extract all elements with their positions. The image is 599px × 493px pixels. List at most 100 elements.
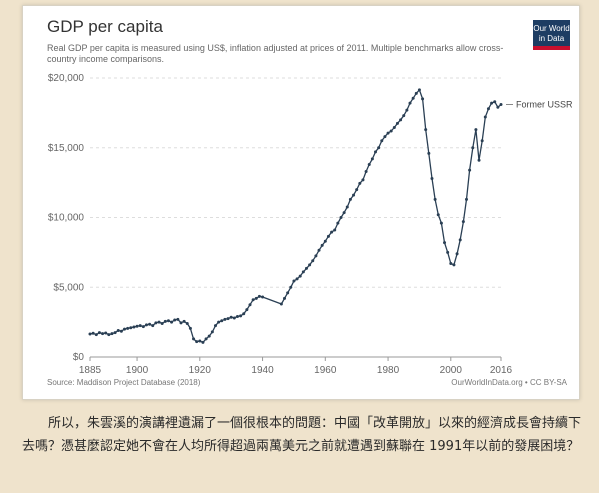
data-point — [433, 197, 437, 201]
x-tick-label: 1920 — [189, 365, 212, 376]
data-point — [486, 107, 490, 111]
data-point — [408, 101, 412, 105]
data-point — [352, 193, 356, 197]
data-point — [157, 320, 161, 324]
data-point — [358, 181, 362, 185]
data-point — [251, 298, 255, 302]
y-tick-label: $10,000 — [48, 213, 85, 224]
data-point — [154, 321, 158, 325]
data-point — [421, 97, 425, 101]
data-point — [355, 188, 359, 192]
data-point — [195, 340, 199, 344]
data-point — [464, 197, 468, 201]
data-point — [210, 330, 214, 334]
credit-link[interactable]: OurWorldInData.org • CC BY-SA — [451, 378, 567, 387]
data-point — [348, 197, 352, 201]
data-point — [148, 322, 152, 326]
y-tick-label: $5,000 — [53, 282, 84, 293]
data-point — [443, 241, 447, 245]
our-world-in-data-logo[interactable]: Our World in Data — [533, 20, 570, 50]
data-point — [138, 324, 142, 328]
data-point — [301, 270, 305, 274]
data-point — [405, 108, 409, 112]
data-point — [496, 105, 500, 109]
data-point — [163, 319, 167, 323]
data-point — [179, 321, 183, 325]
data-point — [383, 135, 387, 139]
data-point — [261, 295, 265, 299]
data-point — [317, 248, 321, 252]
data-point — [132, 325, 136, 329]
data-point — [326, 234, 330, 238]
data-point — [188, 326, 192, 330]
data-point — [477, 158, 481, 162]
x-tick-label: 1980 — [377, 365, 400, 376]
data-point — [414, 91, 418, 95]
data-point — [192, 337, 196, 341]
data-point — [97, 331, 101, 335]
data-point — [474, 128, 478, 132]
series-layer — [88, 88, 503, 344]
data-point — [468, 168, 472, 172]
x-tick-label: 1940 — [251, 365, 274, 376]
data-point — [493, 100, 497, 104]
data-point — [170, 320, 174, 324]
chart-subtitle: Real GDP per capita is measured using US… — [47, 43, 504, 64]
data-point — [458, 238, 462, 242]
data-point — [314, 254, 318, 258]
data-point — [135, 324, 139, 328]
data-point — [129, 326, 133, 330]
data-point — [439, 221, 443, 225]
data-point — [436, 213, 440, 217]
data-point — [141, 325, 145, 329]
x-tick-label: 1885 — [79, 365, 102, 376]
data-point — [182, 319, 186, 323]
data-point — [217, 320, 221, 324]
data-point — [339, 216, 343, 219]
data-point — [452, 263, 456, 267]
series-line — [89, 89, 502, 344]
data-point — [116, 328, 120, 332]
logo-line-1: Our World — [533, 24, 570, 33]
data-point — [160, 322, 164, 326]
data-point — [198, 339, 202, 343]
data-point — [330, 230, 334, 234]
data-point — [370, 157, 374, 161]
data-point — [101, 332, 105, 336]
x-tick-label: 1960 — [314, 365, 337, 376]
data-point — [286, 291, 290, 295]
data-point — [449, 262, 453, 266]
data-point — [94, 333, 98, 337]
data-point — [364, 169, 368, 173]
data-point — [239, 314, 243, 318]
data-point — [107, 333, 111, 337]
data-point — [88, 332, 92, 336]
chart-title: GDP per capita — [47, 17, 163, 36]
data-point — [151, 324, 155, 328]
x-tick-label: 2000 — [440, 365, 463, 376]
data-point — [223, 317, 227, 321]
data-point — [126, 326, 130, 330]
data-point — [104, 331, 108, 335]
y-tick-label: $0 — [73, 352, 85, 363]
data-point — [123, 327, 127, 331]
data-point — [411, 96, 415, 100]
logo-line-2: in Data — [538, 34, 565, 43]
source-note: Source: Maddison Project Database (2018) — [47, 378, 201, 387]
axes: $0 $5,000 $10,000 $15,000 $20,000 1885 1900 192… — [48, 73, 513, 376]
data-point — [402, 114, 406, 118]
data-point — [298, 274, 302, 278]
article-paragraph: 所以，朱雲溪的演講裡遺漏了一個很根本的問題：中國「改革開放」以來的經濟成長會持續… — [22, 416, 582, 454]
data-point — [417, 88, 421, 92]
data-point — [279, 302, 283, 306]
data-point — [361, 178, 365, 182]
data-point — [204, 337, 208, 341]
x-tick-label: 2016 — [490, 365, 513, 376]
data-point — [248, 303, 252, 307]
data-point — [91, 331, 95, 335]
data-point — [166, 319, 170, 323]
data-point — [232, 316, 236, 320]
data-point — [392, 126, 396, 130]
data-point — [342, 211, 346, 215]
data-point — [480, 139, 484, 143]
